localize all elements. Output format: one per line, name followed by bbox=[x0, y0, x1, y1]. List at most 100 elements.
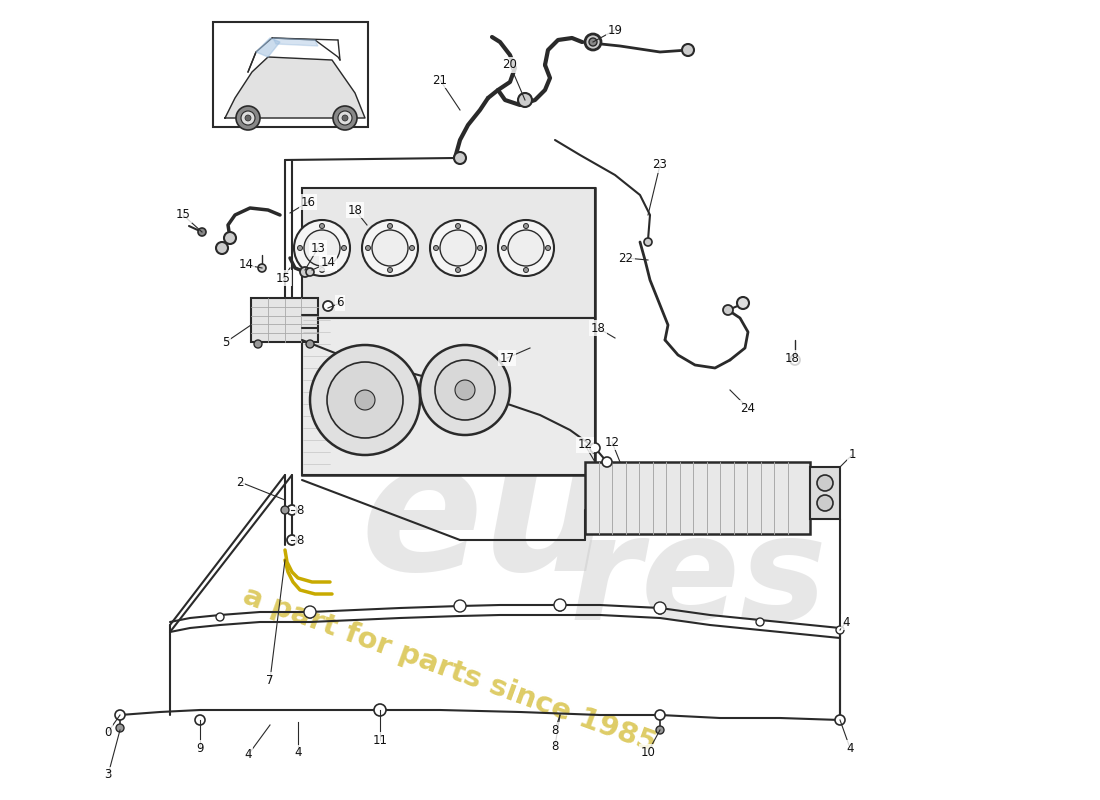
Text: 4: 4 bbox=[846, 742, 854, 754]
Text: 18: 18 bbox=[784, 351, 800, 365]
Circle shape bbox=[372, 230, 408, 266]
Text: 4: 4 bbox=[244, 749, 252, 762]
Circle shape bbox=[588, 38, 597, 46]
Text: 4: 4 bbox=[295, 746, 301, 759]
Bar bbox=[585, 462, 810, 534]
Circle shape bbox=[585, 34, 601, 50]
Circle shape bbox=[498, 220, 554, 276]
Circle shape bbox=[409, 246, 415, 250]
Text: 6: 6 bbox=[337, 297, 343, 310]
Circle shape bbox=[254, 340, 262, 348]
Circle shape bbox=[241, 111, 255, 125]
Circle shape bbox=[300, 267, 310, 277]
Text: 22: 22 bbox=[618, 251, 634, 265]
Text: 23: 23 bbox=[652, 158, 668, 171]
Circle shape bbox=[216, 613, 224, 621]
Text: eu: eu bbox=[360, 432, 610, 608]
Circle shape bbox=[198, 228, 206, 236]
Circle shape bbox=[602, 457, 612, 467]
Circle shape bbox=[556, 603, 564, 611]
Circle shape bbox=[245, 115, 251, 121]
Circle shape bbox=[455, 223, 461, 229]
Text: 11: 11 bbox=[373, 734, 387, 746]
Text: 8: 8 bbox=[296, 534, 304, 546]
Circle shape bbox=[310, 345, 420, 455]
Text: 0: 0 bbox=[104, 726, 112, 738]
Circle shape bbox=[287, 535, 297, 545]
Text: 20: 20 bbox=[503, 58, 517, 71]
Circle shape bbox=[304, 606, 316, 618]
Circle shape bbox=[365, 246, 371, 250]
Circle shape bbox=[333, 106, 358, 130]
Circle shape bbox=[294, 220, 350, 276]
Circle shape bbox=[455, 380, 475, 400]
Bar bbox=[302, 318, 595, 475]
Circle shape bbox=[554, 599, 566, 611]
Circle shape bbox=[224, 232, 236, 244]
Circle shape bbox=[682, 44, 694, 56]
Circle shape bbox=[723, 305, 733, 315]
Circle shape bbox=[216, 242, 228, 254]
Text: 14: 14 bbox=[320, 257, 336, 270]
Text: 24: 24 bbox=[740, 402, 756, 414]
Polygon shape bbox=[256, 38, 280, 57]
Circle shape bbox=[836, 626, 844, 634]
Circle shape bbox=[656, 606, 664, 614]
Text: 12: 12 bbox=[578, 438, 593, 451]
Circle shape bbox=[287, 505, 297, 515]
Circle shape bbox=[306, 610, 313, 618]
Circle shape bbox=[817, 495, 833, 511]
Polygon shape bbox=[273, 38, 318, 46]
Circle shape bbox=[236, 106, 260, 130]
Text: 2: 2 bbox=[236, 475, 244, 489]
Circle shape bbox=[656, 726, 664, 734]
Circle shape bbox=[195, 715, 205, 725]
Text: 14: 14 bbox=[239, 258, 253, 271]
Circle shape bbox=[440, 230, 476, 266]
Text: 13: 13 bbox=[310, 242, 326, 254]
Circle shape bbox=[456, 603, 464, 611]
Circle shape bbox=[355, 390, 375, 410]
Circle shape bbox=[319, 267, 324, 273]
Text: 8: 8 bbox=[296, 503, 304, 517]
Text: 18: 18 bbox=[591, 322, 605, 334]
Circle shape bbox=[644, 238, 652, 246]
Circle shape bbox=[306, 340, 313, 348]
Circle shape bbox=[342, 115, 348, 121]
Circle shape bbox=[116, 724, 124, 732]
Circle shape bbox=[756, 618, 764, 626]
Circle shape bbox=[524, 223, 528, 229]
Text: 1: 1 bbox=[848, 449, 856, 462]
Circle shape bbox=[654, 710, 666, 720]
Text: 21: 21 bbox=[432, 74, 448, 86]
Bar bbox=[302, 188, 595, 475]
Circle shape bbox=[546, 246, 550, 250]
Circle shape bbox=[835, 715, 845, 725]
Circle shape bbox=[590, 443, 600, 453]
Text: 15: 15 bbox=[176, 209, 190, 222]
Circle shape bbox=[430, 220, 486, 276]
Circle shape bbox=[258, 264, 266, 272]
Bar bbox=[302, 188, 595, 318]
Text: 16: 16 bbox=[300, 195, 316, 209]
Text: 7: 7 bbox=[266, 674, 274, 686]
Text: 10: 10 bbox=[640, 746, 656, 758]
Circle shape bbox=[790, 355, 800, 365]
Polygon shape bbox=[226, 57, 365, 118]
Circle shape bbox=[319, 223, 324, 229]
Circle shape bbox=[280, 506, 289, 514]
Circle shape bbox=[306, 268, 313, 276]
Text: 18: 18 bbox=[348, 203, 362, 217]
Circle shape bbox=[323, 301, 333, 311]
Circle shape bbox=[524, 267, 528, 273]
Text: 8: 8 bbox=[551, 739, 559, 753]
Circle shape bbox=[817, 475, 833, 491]
Text: 15: 15 bbox=[276, 271, 290, 285]
Circle shape bbox=[502, 246, 506, 250]
Text: 17: 17 bbox=[499, 351, 515, 365]
Circle shape bbox=[654, 602, 666, 614]
Circle shape bbox=[518, 93, 532, 107]
Circle shape bbox=[434, 360, 495, 420]
Circle shape bbox=[327, 362, 403, 438]
Circle shape bbox=[455, 267, 461, 273]
